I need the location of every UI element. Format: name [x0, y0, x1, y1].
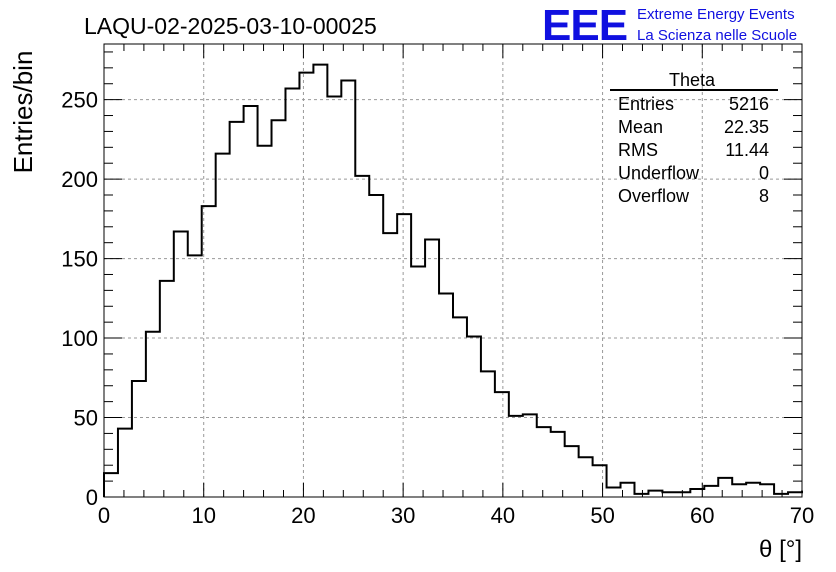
grid: [104, 44, 802, 497]
x-axis-label: θ [°]: [759, 536, 802, 563]
y-tick-label: 100: [61, 326, 98, 351]
logo-line1: Extreme Energy Events: [637, 6, 795, 23]
y-tick-label: 50: [74, 406, 98, 431]
x-tick-label: 40: [491, 503, 515, 528]
stats-box: Theta Entries 5216 Mean 22.35 RMS 11.44 Underf…: [610, 70, 778, 206]
x-tick-label: 30: [391, 503, 415, 528]
stats-title: Theta: [669, 70, 716, 90]
stats-label: Entries: [618, 94, 674, 114]
stats-label: RMS: [618, 140, 658, 160]
y-tick-label: 250: [61, 88, 98, 113]
x-tick-label: 0: [98, 503, 110, 528]
x-tick-label: 60: [690, 503, 714, 528]
stats-value: 22.35: [724, 117, 769, 137]
stats-label: Underflow: [618, 163, 700, 183]
histogram-outline: [103, 63, 803, 497]
x-tick-labels: 0 10 20 30 40 50 60 70: [98, 503, 814, 528]
y-tick-label: 150: [61, 247, 98, 272]
x-tick-label: 10: [191, 503, 215, 528]
stats-value: 8: [759, 186, 769, 206]
y-tick-label: 200: [61, 167, 98, 192]
y-axis-label: Entries/bin: [8, 51, 38, 174]
y-tick-label: 0: [86, 485, 98, 510]
x-tick-label: 20: [291, 503, 315, 528]
x-tick-label: 70: [790, 503, 814, 528]
plot-frame: [103, 43, 803, 498]
stats-value: 0: [759, 163, 769, 183]
stats-value: 5216: [729, 94, 769, 114]
y-tick-labels: 0 50 100 150 200 250: [61, 88, 98, 510]
logo-line2: La Scienza nelle Scuole: [637, 27, 797, 44]
x-tick-label: 50: [590, 503, 614, 528]
stats-label: Overflow: [618, 186, 690, 206]
stats-rows: Entries 5216 Mean 22.35 RMS 11.44 Underflow 0 Ov…: [618, 94, 769, 206]
stats-label: Mean: [618, 117, 663, 137]
chart-title: LAQU-02-2025-03-10-00025: [84, 13, 377, 39]
axis-ticks: [103, 44, 803, 498]
logo-mark: EEE: [542, 1, 627, 50]
stats-value: 11.44: [725, 140, 769, 160]
